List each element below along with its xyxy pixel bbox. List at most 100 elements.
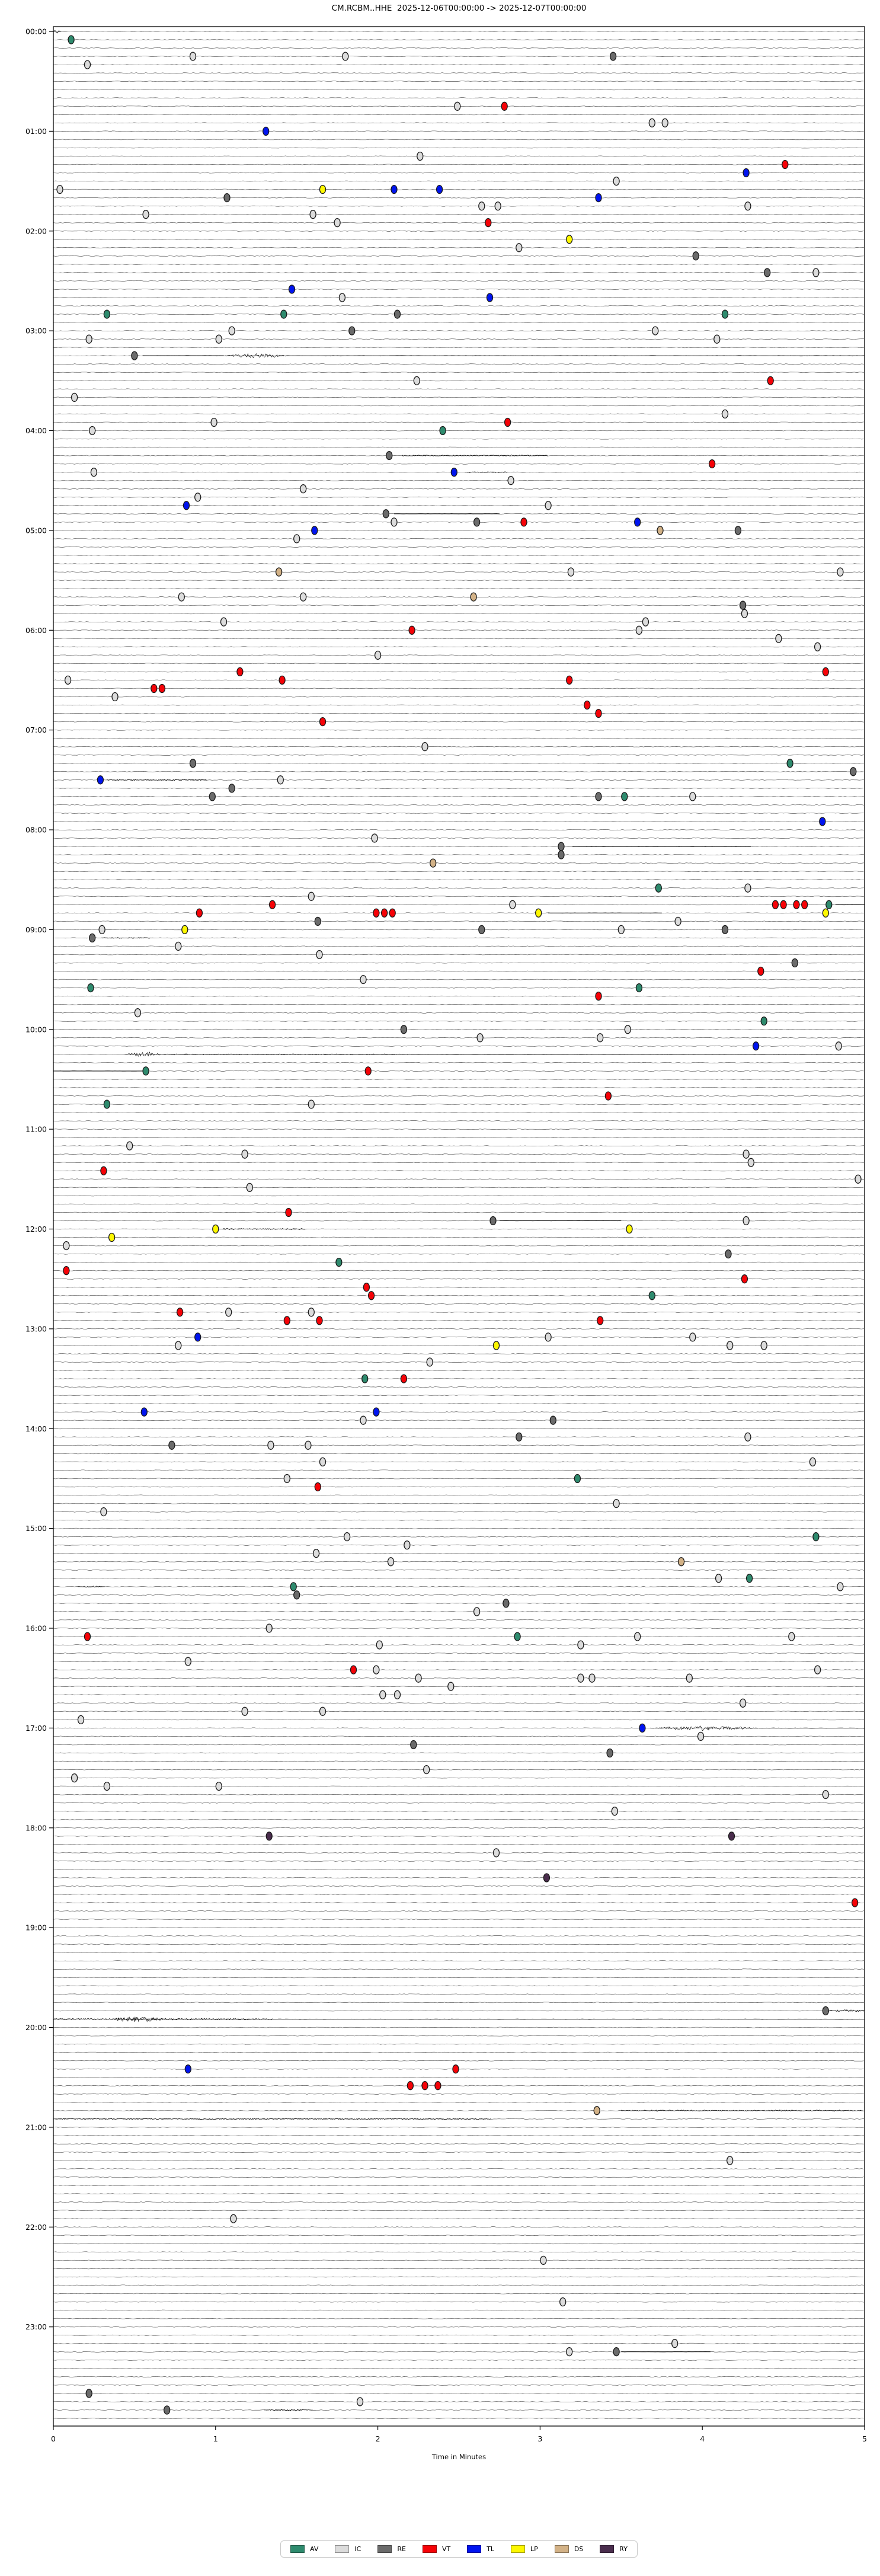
trace-row [53,1137,865,1138]
trace-row [53,571,865,573]
event-marker-IC [373,1665,380,1674]
trace-row [53,1944,865,1945]
trace-row [53,480,865,481]
event-marker-IC [103,1781,111,1791]
trace-row [53,2351,865,2353]
event-marker-IC [421,742,428,752]
event-marker-IC [697,1731,705,1741]
event-marker-VT [851,1898,859,1907]
event-marker-IC [194,493,201,502]
event-marker-RE [168,1440,175,1450]
event-marker-TL [634,517,641,527]
event-marker-RE [89,933,96,943]
event-marker-VT [597,1316,604,1325]
event-marker-VT [100,1166,107,1175]
event-marker-RE [791,958,798,968]
event-marker-IC [374,650,382,660]
event-marker-IC [312,1549,320,1558]
event-marker-IC [265,1623,273,1633]
trace-row [53,2409,865,2411]
event-marker-TL [311,526,318,535]
event-marker-RE [595,792,602,801]
event-marker-VT [84,1632,91,1641]
trace-row [53,1619,865,1621]
trace-row [53,2293,865,2294]
event-marker-TL [436,184,443,194]
trace-row [53,504,865,506]
trace-row [53,1561,865,1562]
event-marker-IC [814,1665,821,1674]
trace-row [53,2376,865,2377]
trace-row [53,1478,865,1479]
event-marker-IC [360,1415,367,1425]
event-marker-AV [68,35,75,44]
event-marker-RY [265,1832,273,1841]
event-marker-IC [98,925,105,935]
event-marker-IC [189,52,197,61]
legend-swatch-VT-icon [422,2545,437,2553]
event-marker-IC [611,1807,618,1816]
legend-item-TL: TL [467,2545,494,2553]
event-marker-IC [454,101,461,111]
trace-row [53,871,865,872]
event-marker-AV [290,1582,297,1591]
event-marker-IC [308,1100,315,1109]
event-marker-IC [648,118,655,127]
event-marker-IC [559,2297,567,2307]
trace-row [53,546,865,548]
event-marker-IC [300,484,307,494]
trace-burst [402,454,548,457]
event-marker-VT [389,908,396,918]
trace-burst [110,2016,167,2022]
legend-label: RY [619,2545,628,2553]
event-marker-IC [184,1657,191,1666]
event-marker-VT [504,417,511,427]
event-marker-RE [293,1590,300,1600]
event-marker-TL [639,1723,646,1733]
event-marker-VT [421,2081,428,2091]
event-marker-LP [626,1224,633,1234]
trace-row [53,1677,865,1679]
event-marker-VT [801,900,808,909]
trace-row [53,1894,865,1895]
event-marker-TL [97,775,104,785]
legend-row: AV IC RE VT TL LP DS RY [53,2540,865,2558]
event-marker-IC [56,184,63,194]
trace-row [53,563,865,564]
trace-row [53,1028,865,1030]
event-marker-IC [225,1308,232,1317]
trace-row [53,280,865,282]
event-marker-VT [279,675,286,685]
event-marker-IC [721,409,729,419]
trace-row [53,1303,865,1305]
event-marker-IC [63,1241,70,1251]
event-marker-VT [767,376,774,385]
hour-label: 15:00 [25,1524,47,1533]
event-marker-IC [727,1341,734,1350]
event-marker-VT [407,2081,414,2091]
event-marker-AV [760,1017,767,1026]
event-marker-VT [400,1374,408,1383]
event-marker-IC [343,1532,351,1542]
event-marker-IC [84,60,91,69]
event-marker-IC [507,476,514,485]
event-marker-IC [293,534,300,544]
event-marker-TL [819,817,826,826]
trace-row [53,1453,865,1455]
trace-row [53,272,865,273]
trace-row [53,1095,865,1097]
trace-row [53,1910,865,1912]
hour-label: 09:00 [25,925,47,934]
legend-label: VT [441,2545,451,2553]
event-marker-TL [263,126,270,136]
event-marker-IC [175,1341,182,1350]
event-marker-DS [657,526,664,535]
legend-item-RY: RY [600,2545,628,2553]
hour-label: 14:00 [25,1424,47,1433]
event-marker-IC [241,1149,248,1159]
event-marker-AV [103,309,111,319]
event-marker-VT [485,218,492,228]
event-marker-AV [574,1474,581,1484]
